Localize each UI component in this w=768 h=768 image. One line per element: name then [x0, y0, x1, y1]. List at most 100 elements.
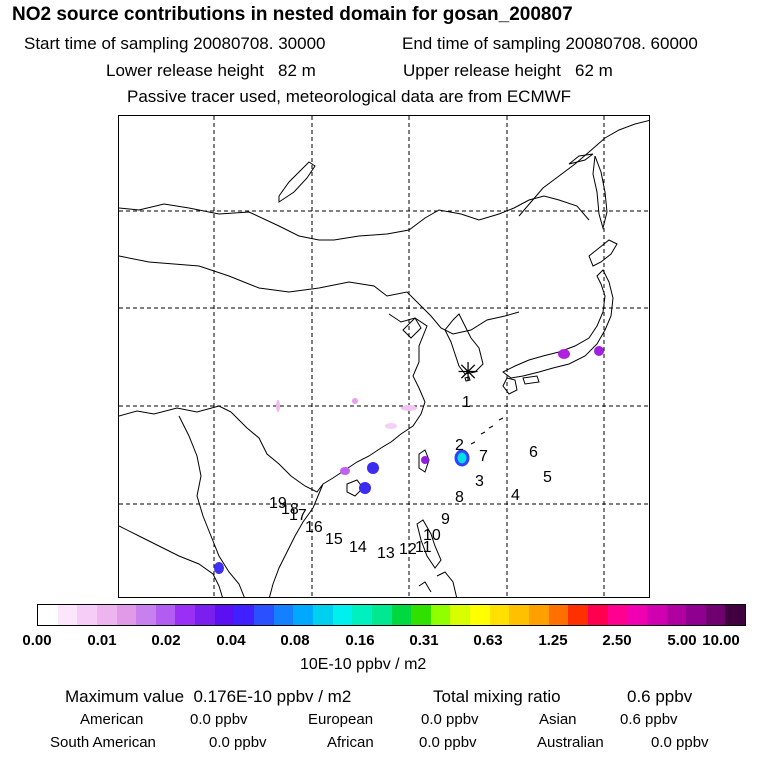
- colorbar-units: 10E-10 ppbv / m2: [300, 656, 427, 673]
- max-value: Maximum value 0.176E-10 ppbv / m2: [65, 687, 352, 706]
- colorbar-swatch: [391, 605, 412, 625]
- tracer-note: Passive tracer used, meteorological data…: [127, 87, 572, 106]
- traj-label-17: 17: [289, 507, 307, 524]
- colorbar-tick: 0.00: [22, 632, 52, 649]
- blob-inland-1: [276, 400, 280, 412]
- contribution-blobs: [214, 346, 604, 574]
- sakhalin: [592, 155, 608, 230]
- traj-label-16: 16: [305, 519, 323, 536]
- colorbar-swatch: [646, 605, 667, 625]
- colorbar-swatch: [470, 605, 490, 625]
- map-panel: ✳ 1 2 7 3 6 5 4 8 9 10 11 12 13 14 15 16…: [118, 115, 650, 598]
- traj-label-18: 18: [281, 501, 299, 518]
- traj-label-12: 12: [399, 541, 417, 558]
- colorbar-swatch: [725, 605, 746, 625]
- colorbar-swatch: [352, 605, 372, 625]
- australian-label: Australian: [537, 734, 604, 751]
- blob-hainan: [359, 482, 371, 494]
- blob-inland-2: [352, 398, 358, 404]
- blob-coast-2: [385, 423, 397, 429]
- indochina-interior: [178, 415, 245, 597]
- colorbar-tick: 10.00: [702, 632, 740, 649]
- traj-label-19: 19: [269, 495, 287, 512]
- coastlines: [119, 119, 649, 597]
- colorbar-swatch: [175, 605, 196, 625]
- colorbar-swatch: [686, 605, 706, 625]
- japan-kyushu: [502, 377, 518, 395]
- upper-release-height: Upper release height 62 m: [403, 61, 613, 80]
- colorbar-swatch: [587, 605, 608, 625]
- border-russia-south: [119, 195, 590, 241]
- colorbar-tick: 2.50: [602, 632, 632, 649]
- traj-label-5: 5: [543, 469, 552, 486]
- european-value: 0.0 ppbv: [421, 711, 479, 728]
- taiwan: [418, 449, 430, 473]
- colorbar-tick: 0.63: [473, 632, 503, 649]
- blob-coast-1: [401, 405, 417, 411]
- philippines-luzon: [416, 519, 442, 569]
- colorbar-swatch: [155, 605, 176, 625]
- colorbar-swatch: [548, 605, 569, 625]
- colorbar-swatch: [273, 605, 294, 625]
- traj-label-7: 7: [479, 448, 488, 465]
- indochina: [230, 411, 324, 597]
- european-label: European: [308, 711, 374, 728]
- colorbar-swatch: [254, 605, 274, 625]
- traj-label-15: 15: [325, 531, 343, 548]
- map-canvas: ✳ 1 2 7 3 6 5 4 8 9 10 11 12 13 14 15 16…: [119, 116, 649, 597]
- hainan: [346, 479, 364, 497]
- colorbar-swatch: [568, 605, 588, 625]
- colorbar-swatch: [293, 605, 313, 625]
- blob-taiwan: [421, 456, 429, 464]
- traj-label-1: 1: [462, 394, 471, 411]
- lower-release-height: Lower release height 82 m: [106, 61, 316, 80]
- traj-label-9: 9: [441, 511, 450, 528]
- blob-thailand: [214, 562, 224, 574]
- traj-label-11: 11: [415, 539, 432, 556]
- colorbar-swatch: [371, 605, 392, 625]
- colorbar-tick: 0.01: [87, 632, 117, 649]
- blob-japan-east: [558, 349, 570, 359]
- map-title: NO2 source contributions in nested domai…: [12, 4, 573, 25]
- american-label: American: [80, 711, 144, 728]
- colorbar-swatch: [57, 605, 78, 625]
- colorbar-swatch: [450, 605, 471, 625]
- colorbar-swatch: [430, 605, 451, 625]
- blob-japan-tokyo: [594, 346, 604, 356]
- blob-guangdong: [367, 462, 379, 474]
- south-american-label: South American: [50, 734, 156, 751]
- colorbar-tick: 0.04: [216, 632, 246, 649]
- colorbar-tick: 0.02: [151, 632, 181, 649]
- ryukyu: [458, 417, 504, 453]
- colorbar-swatch: [529, 605, 549, 625]
- african-value: 0.0 ppbv: [419, 734, 477, 751]
- korea-peninsula: [444, 313, 484, 375]
- start-time: Start time of sampling 20080708. 30000: [24, 34, 326, 53]
- traj-label-2: 2: [455, 437, 464, 454]
- colorbar-swatch: [627, 605, 647, 625]
- colorbar-swatch: [136, 605, 156, 625]
- colorbar-tick: 0.31: [409, 632, 439, 649]
- traj-label-3: 3: [475, 473, 484, 490]
- receptor-marker-icon: ✳: [457, 358, 479, 388]
- colorbar-swatch: [77, 605, 97, 625]
- blob-max: [454, 449, 470, 467]
- colorbar-tick: 0.16: [345, 632, 375, 649]
- japan-shikoku: [522, 375, 540, 385]
- colorbar-swatch: [509, 605, 530, 625]
- colorbar-swatch: [607, 605, 628, 625]
- trajectory-labels: 1 2 7 3 6 5 4 8 9 10 11 12 13 14 15 16 1…: [269, 394, 552, 562]
- colorbar-swatch: [666, 605, 687, 625]
- lake-baikal: [278, 161, 316, 203]
- bohai: [402, 317, 422, 339]
- colorbar-swatch: [116, 605, 137, 625]
- coast-china-east: [322, 313, 428, 485]
- asian-label: Asian: [539, 711, 577, 728]
- total-mixing-label: Total mixing ratio: [433, 687, 561, 706]
- japan-honshu: [502, 269, 614, 379]
- colorbar-swatch: [234, 605, 255, 625]
- total-mixing-value: 0.6 ppbv: [627, 687, 693, 706]
- colorbar-swatch: [195, 605, 215, 625]
- colorbar-swatch: [411, 605, 431, 625]
- australian-value: 0.0 ppbv: [651, 734, 709, 751]
